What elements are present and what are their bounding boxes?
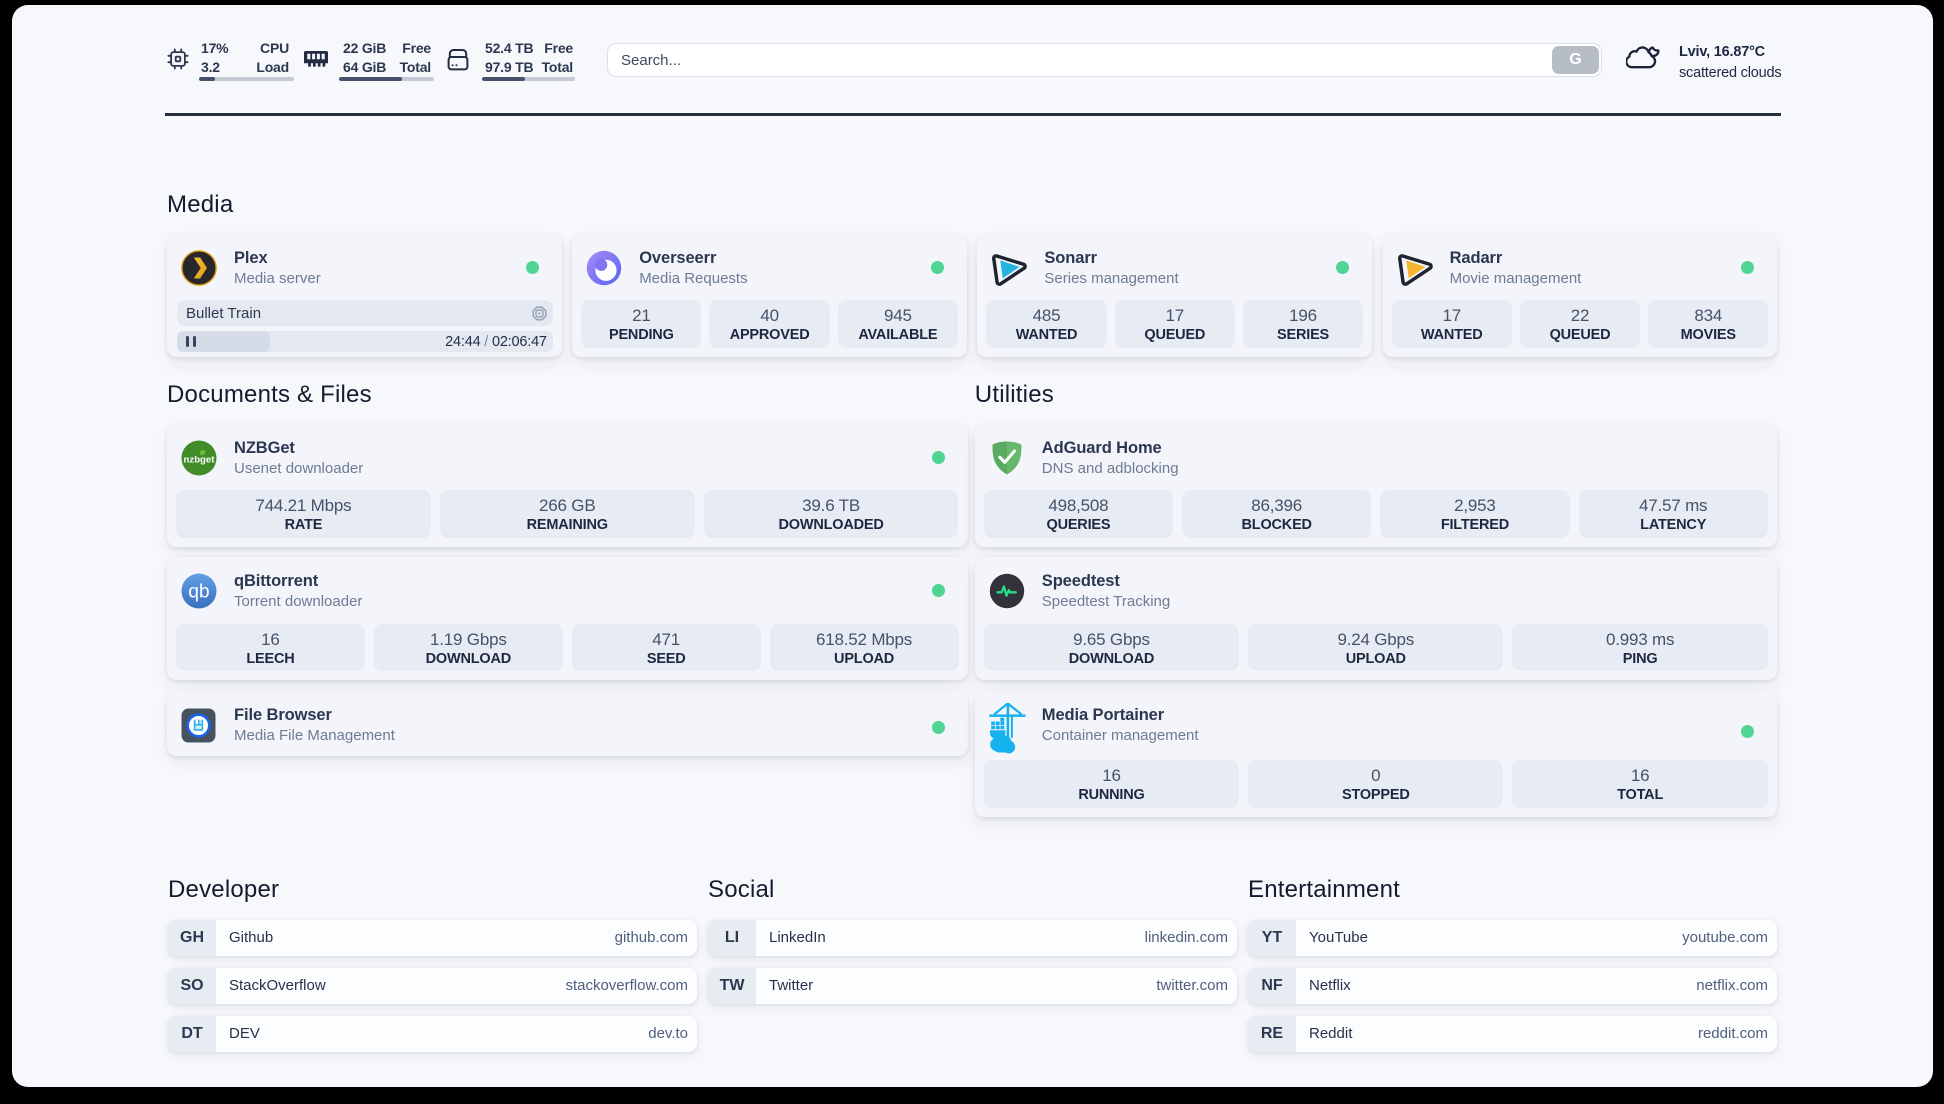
svg-text:qb: qb xyxy=(188,582,209,603)
svg-text:nzbget: nzbget xyxy=(184,454,216,465)
